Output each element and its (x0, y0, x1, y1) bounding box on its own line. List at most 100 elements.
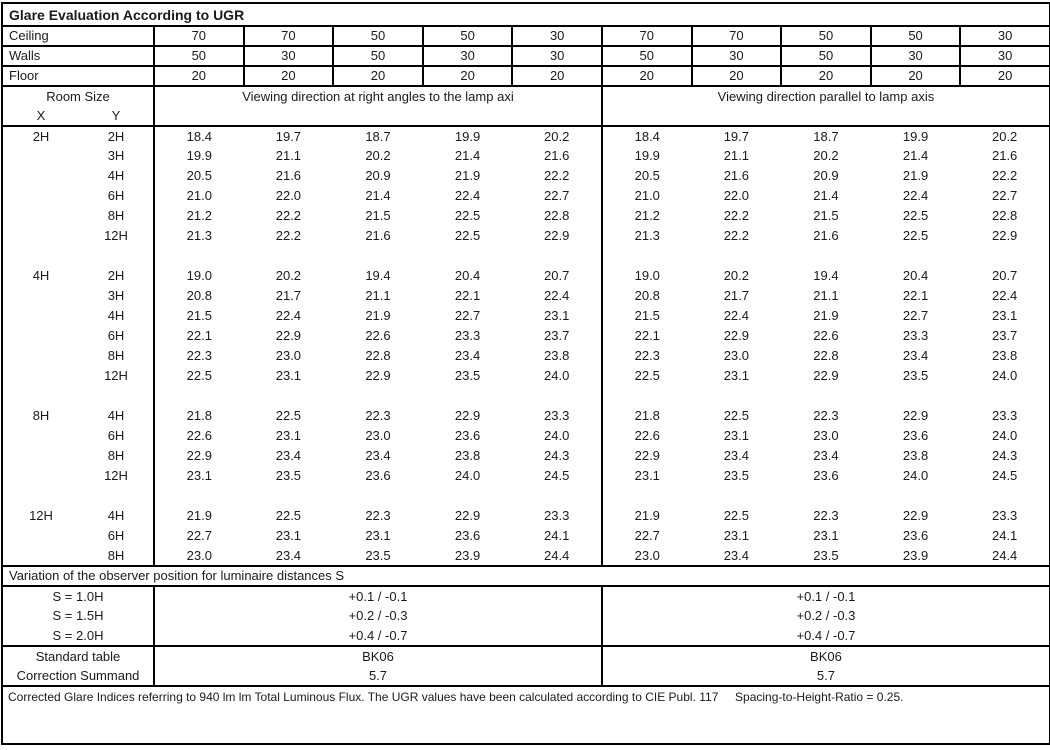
ugr-value-cell: 20.2 (275, 268, 302, 283)
ugr-row: 3H 20.8 21.7 21.1 22.1 22.4 20.8 21.7 21.1 22.1 22… (2, 286, 1050, 306)
ugr-value-cell: 23.3 (902, 328, 929, 343)
column-header-section: Room Size Viewing direction at right ang… (2, 86, 1050, 127)
ugr-value-cell: 20.2 (813, 148, 839, 163)
ugr-value-cell: 22.5 (454, 208, 481, 223)
ugr-row: 8H 4H 21.8 22.5 22.3 22.9 23.3 21.8 22.5 22.3 22.9… (2, 406, 1050, 426)
ugr-value-cell: 20.2 (723, 268, 750, 283)
ugr-value-cell: 22.1 (186, 328, 212, 343)
ugr-value-cell: 24.0 (902, 468, 929, 483)
ugr-value-cell: 21.1 (275, 148, 302, 163)
ugr-value-cell: 20.2 (365, 148, 391, 163)
ugr-value-cell: 23.4 (902, 348, 929, 363)
ugr-value-cell: 23.1 (512, 306, 603, 326)
surface-value-cell: 30 (959, 45, 1050, 67)
ugr-value-cell: 22.6 (634, 428, 660, 443)
room-x-cell (2, 326, 79, 346)
ugr-value-cell: 20.7 (991, 268, 1018, 283)
ugr-value-cell: 23.6 (454, 528, 481, 543)
ugr-value-cell: 20.8 (186, 288, 212, 303)
ugr-value-cell: 21.0 (634, 188, 660, 203)
ugr-value-cell: 19.7 (275, 128, 302, 144)
ugr-value-cell: 21.9 (365, 308, 391, 323)
surface-value-cell: 20 (690, 65, 783, 87)
ugr-row: 8H 21.2 22.2 21.5 22.5 22.8 21.2 22.2 21.5 22.5 22… (2, 206, 1050, 226)
ugr-value-cell: 23.0 (275, 348, 302, 363)
room-y-cell: 8H (79, 206, 155, 226)
ugr-value-cell: 23.0 (813, 428, 839, 443)
room-y-cell: 3H (79, 286, 155, 306)
ugr-value-cell: 23.0 (634, 547, 660, 563)
ugr-value-cell: 22.4 (991, 288, 1018, 303)
surface-value-cell: 20 (153, 65, 245, 87)
room-x-cell (2, 526, 79, 546)
ugr-value-cell: 24.0 (991, 368, 1018, 383)
ugr-row: 4H 2H 19.0 20.2 19.4 20.4 20.7 19.0 20.2 19.4 20.4… (2, 266, 1050, 286)
ugr-value-cell: 19.7 (723, 128, 750, 144)
room-y-cell: 6H (79, 326, 155, 346)
summary-left-value: 5.7 (154, 666, 603, 686)
surface-value-cell: 30 (690, 45, 783, 67)
ugr-value-cell: 20.5 (186, 168, 212, 183)
surface-value-cell: 50 (780, 45, 872, 67)
title-row: Glare Evaluation According to UGR (2, 3, 1050, 27)
surface-value-cell: 20 (332, 65, 424, 87)
spacer-cell (602, 246, 1050, 266)
ugr-value-cell: 22.3 (186, 348, 212, 363)
room-y-cell: 2H (79, 126, 155, 146)
ugr-value-cell: 23.0 (723, 348, 750, 363)
ugr-value-cell: 21.0 (186, 188, 212, 203)
ugr-value-cell: 23.6 (902, 528, 929, 543)
ugr-value-cell: 21.9 (634, 508, 660, 523)
ugr-value-cell: 22.1 (634, 328, 660, 343)
spacer-cell (602, 486, 1050, 506)
ugr-value-cell: 20.4 (454, 268, 481, 283)
variation-label: S = 1.0H (2, 586, 155, 606)
ugr-value-cell: 18.7 (813, 128, 839, 144)
room-x-cell (2, 146, 79, 166)
ugr-value-cell: 22.5 (275, 508, 302, 523)
ugr-value-cell: 23.8 (512, 346, 603, 366)
ugr-row: 6H 21.0 22.0 21.4 22.4 22.7 21.0 22.0 21.4 22.4 22… (2, 186, 1050, 206)
ugr-value-cell: 22.4 (454, 188, 481, 203)
ugr-value-cell: 21.1 (723, 148, 750, 163)
variation-title-row: Variation of the observer position for l… (2, 565, 1050, 587)
ugr-values-section: 2H 2H 18.4 19.7 18.7 19.9 20.2 18.4 19.7 18.7 19.9… (2, 126, 1050, 566)
variation-right-value: +0.4 / -0.7 (796, 627, 856, 643)
ugr-value-cell: 23.6 (454, 428, 481, 443)
ugr-value-cell: 24.4 (991, 547, 1018, 563)
ugr-value-cell: 23.1 (634, 468, 660, 483)
room-x-cell (2, 446, 79, 466)
ugr-value-cell: 22.2 (275, 208, 302, 223)
ugr-value-cell: 24.0 (512, 426, 603, 446)
room-y-cell: 4H (79, 506, 155, 526)
ugr-value-cell: 22.9 (991, 228, 1018, 243)
ugr-row: 8H 22.9 23.4 23.4 23.8 24.3 22.9 23.4 23.4 23.8 24… (2, 446, 1050, 466)
ugr-value-cell: 23.5 (454, 368, 481, 383)
ugr-value-cell: 18.7 (365, 128, 391, 144)
variation-right-value: +0.1 / -0.1 (796, 588, 856, 604)
room-x-cell (2, 346, 79, 366)
room-x-cell: 2H (32, 128, 50, 144)
ugr-value-cell: 22.9 (365, 368, 391, 383)
surface-value-cell: 20 (869, 65, 962, 87)
spacer-cell (154, 486, 603, 506)
summary-left-value: BK06 (154, 645, 603, 666)
ugr-value-cell: 22.7 (991, 188, 1018, 203)
ugr-row: 3H 19.9 21.1 20.2 21.4 21.6 19.9 21.1 20.2 21.4 21… (2, 146, 1050, 166)
ugr-value-cell: 19.9 (902, 128, 929, 144)
ugr-value-cell: 23.4 (813, 448, 839, 463)
ugr-value-cell: 22.7 (902, 308, 929, 323)
viewing-direction-parallel-header: Viewing direction parallel to lamp axis (601, 86, 1050, 127)
x-column-header: X (2, 106, 79, 127)
ugr-value-cell: 23.4 (723, 547, 750, 563)
header-row-top: Room Size Viewing direction at right ang… (2, 86, 1050, 127)
footer-note: Corrected Glare Indices referring to 940… (2, 685, 1050, 744)
ugr-value-cell: 20.2 (991, 128, 1018, 144)
ugr-value-cell: 21.9 (186, 508, 212, 523)
ugr-value-cell: 19.9 (186, 148, 212, 163)
surface-value-cell: 50 (332, 45, 424, 67)
ugr-row: 4H 20.5 21.6 20.9 21.9 22.2 20.5 21.6 20.9 21.9 22… (2, 166, 1050, 186)
ugr-value-cell: 23.4 (454, 348, 481, 363)
room-x-cell (2, 306, 79, 326)
ugr-value-cell: 22.2 (512, 166, 603, 186)
